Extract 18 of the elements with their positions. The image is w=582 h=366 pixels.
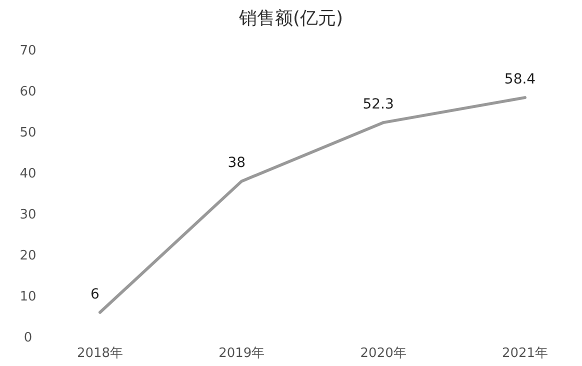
x-tick-label: 2019年	[218, 346, 265, 361]
y-tick-label: 0	[24, 330, 32, 346]
y-tick-label: 70	[20, 44, 36, 59]
line-series	[98, 96, 526, 314]
y-tick-label: 60	[20, 84, 36, 100]
y-tick-label: 10	[20, 290, 36, 305]
x-tick-label: 2018年	[76, 346, 124, 361]
data-label: 6	[90, 286, 100, 302]
chart-title: 销售额(亿元)	[238, 8, 344, 29]
x-tick-label: 2020年	[360, 346, 406, 361]
y-tick-label: 30	[20, 208, 36, 223]
y-tick-label: 20	[20, 248, 36, 264]
y-tick-label: 40	[20, 166, 36, 182]
data-label: 38	[228, 155, 246, 172]
y-tick-label: 50	[20, 126, 36, 141]
data-label: 52.3	[362, 96, 394, 113]
data-label: 58.4	[504, 72, 536, 88]
x-tick-label: 2021年	[502, 346, 548, 361]
